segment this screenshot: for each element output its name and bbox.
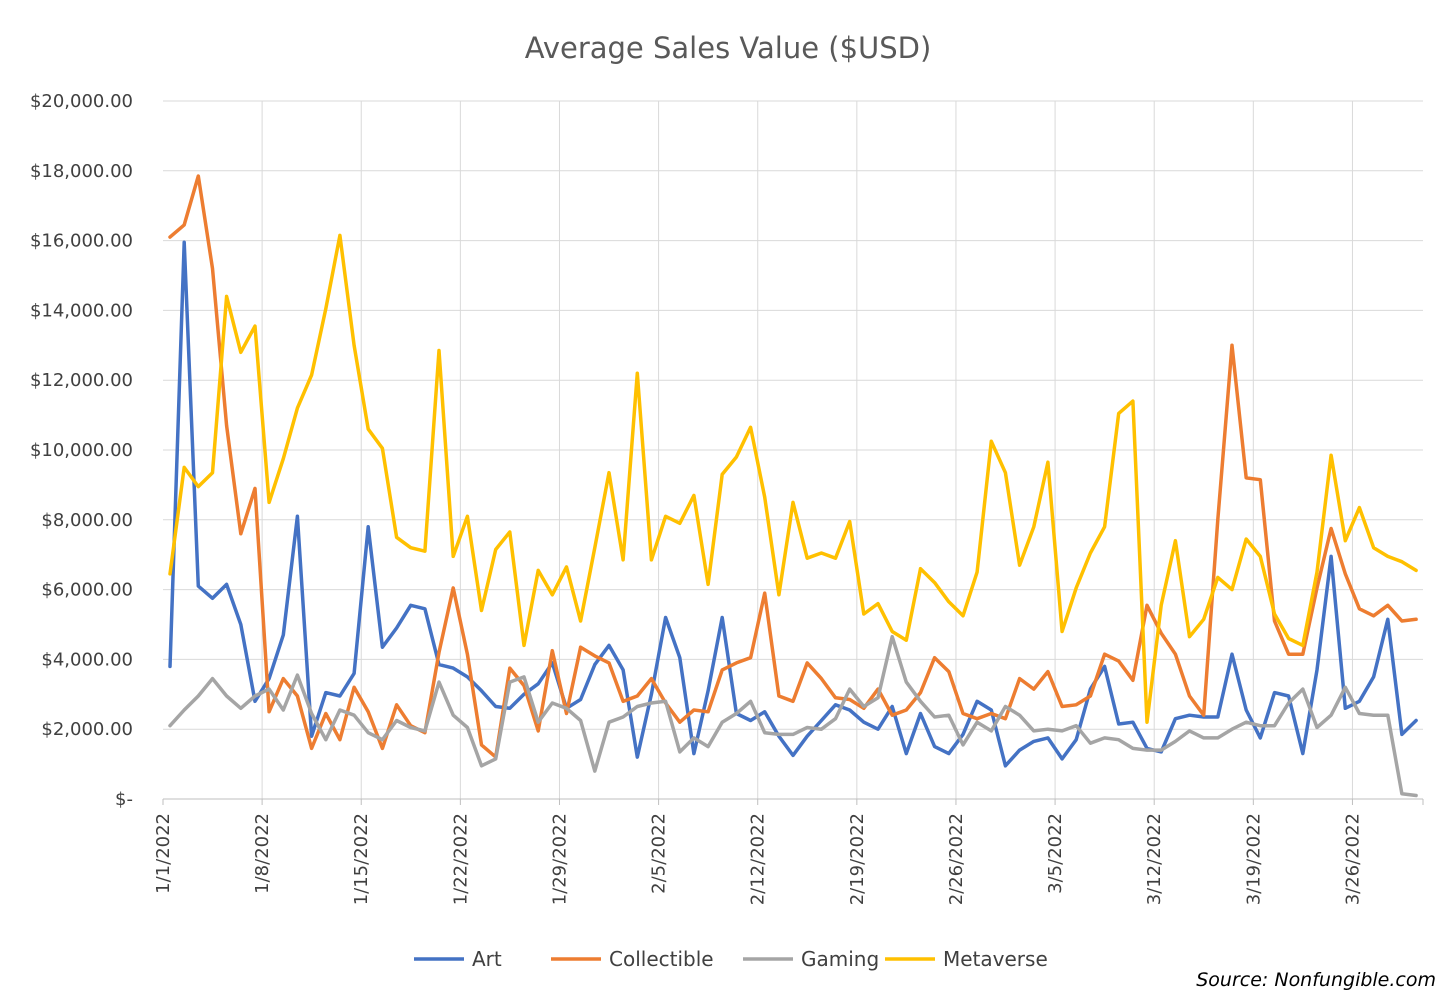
legend-label: Art xyxy=(472,947,502,971)
y-tick-label: $16,000.00 xyxy=(30,231,133,252)
grid xyxy=(162,100,1424,805)
y-tick-label: $18,000.00 xyxy=(30,161,133,182)
x-axis-ticks: 1/1/2022 1/8/2022 1/15/2022 1/22/2022 1/29/2… xyxy=(153,813,1363,905)
series xyxy=(168,174,1418,798)
y-tick-label: $14,000.00 xyxy=(30,300,133,321)
legend-label: Collectible xyxy=(609,947,714,971)
x-tick-label: 2/19/2022 xyxy=(847,813,868,905)
x-tick-label: 1/22/2022 xyxy=(450,813,471,905)
y-tick-label: $8,000.00 xyxy=(41,510,133,531)
y-axis-ticks: $- $2,000.00 $4,000.00 $6,000.00 $8,000.00 $1… xyxy=(30,91,133,810)
x-tick-label: 1/1/2022 xyxy=(153,813,174,894)
x-tick-label: 3/12/2022 xyxy=(1144,813,1165,905)
y-tick-label: $10,000.00 xyxy=(30,440,133,461)
x-tick-label: 2/26/2022 xyxy=(946,813,967,905)
y-tick-label: $12,000.00 xyxy=(30,370,133,391)
x-tick-label: 1/15/2022 xyxy=(351,813,372,905)
x-tick-label: 3/26/2022 xyxy=(1342,813,1363,905)
series-metaverse xyxy=(168,233,1418,724)
y-tick-label: $20,000.00 xyxy=(30,91,133,112)
chart-title: Average Sales Value ($USD) xyxy=(525,31,932,65)
legend-label: Gaming xyxy=(801,947,879,971)
y-tick-label: $6,000.00 xyxy=(41,580,133,601)
x-tick-label: 1/29/2022 xyxy=(549,813,570,905)
y-tick-label: $4,000.00 xyxy=(41,649,133,670)
x-tick-label: 1/8/2022 xyxy=(252,813,273,894)
x-tick-label: 3/5/2022 xyxy=(1045,813,1066,894)
series-art xyxy=(168,240,1418,768)
legend-label: Metaverse xyxy=(943,947,1048,971)
y-tick-label: $2,000.00 xyxy=(41,719,133,740)
legend: Art Collectible Gaming Metaverse xyxy=(414,947,1048,971)
source-note: Source: Nonfungible.com xyxy=(1196,969,1436,991)
x-tick-label: 2/5/2022 xyxy=(649,813,670,894)
x-tick-label: 2/12/2022 xyxy=(748,813,769,905)
x-tick-label: 3/19/2022 xyxy=(1243,813,1264,905)
series-gaming xyxy=(168,634,1418,798)
y-tick-label: $- xyxy=(115,789,133,810)
